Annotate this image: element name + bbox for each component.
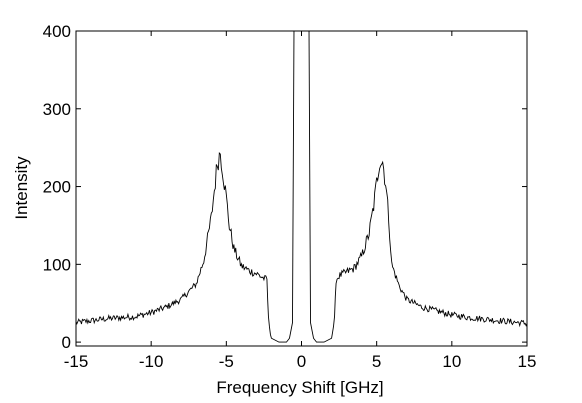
y-tick-label: 200 [43,178,71,197]
y-tick-label: 0 [62,333,71,352]
x-tick-label: -10 [139,352,164,371]
x-tick-label: 10 [442,352,461,371]
y-axis-label: Intensity [12,156,31,220]
y-axis: 0 100 200 300 400 [43,22,527,352]
x-axis: -15 -10 -5 0 5 10 15 [64,31,537,371]
x-tick-label: 0 [297,352,306,371]
x-tick-label: -5 [219,352,234,371]
x-tick-label: 15 [518,352,537,371]
x-axis-label: Frequency Shift [GHz] [216,378,383,397]
y-tick-label: 400 [43,22,71,41]
spectrum-line-0 [76,31,527,343]
y-tick-label: 300 [43,100,71,119]
plot-area [76,31,527,343]
x-tick-label: 5 [372,352,381,371]
y-tick-label: 100 [43,255,71,274]
x-tick-label: -15 [64,352,89,371]
